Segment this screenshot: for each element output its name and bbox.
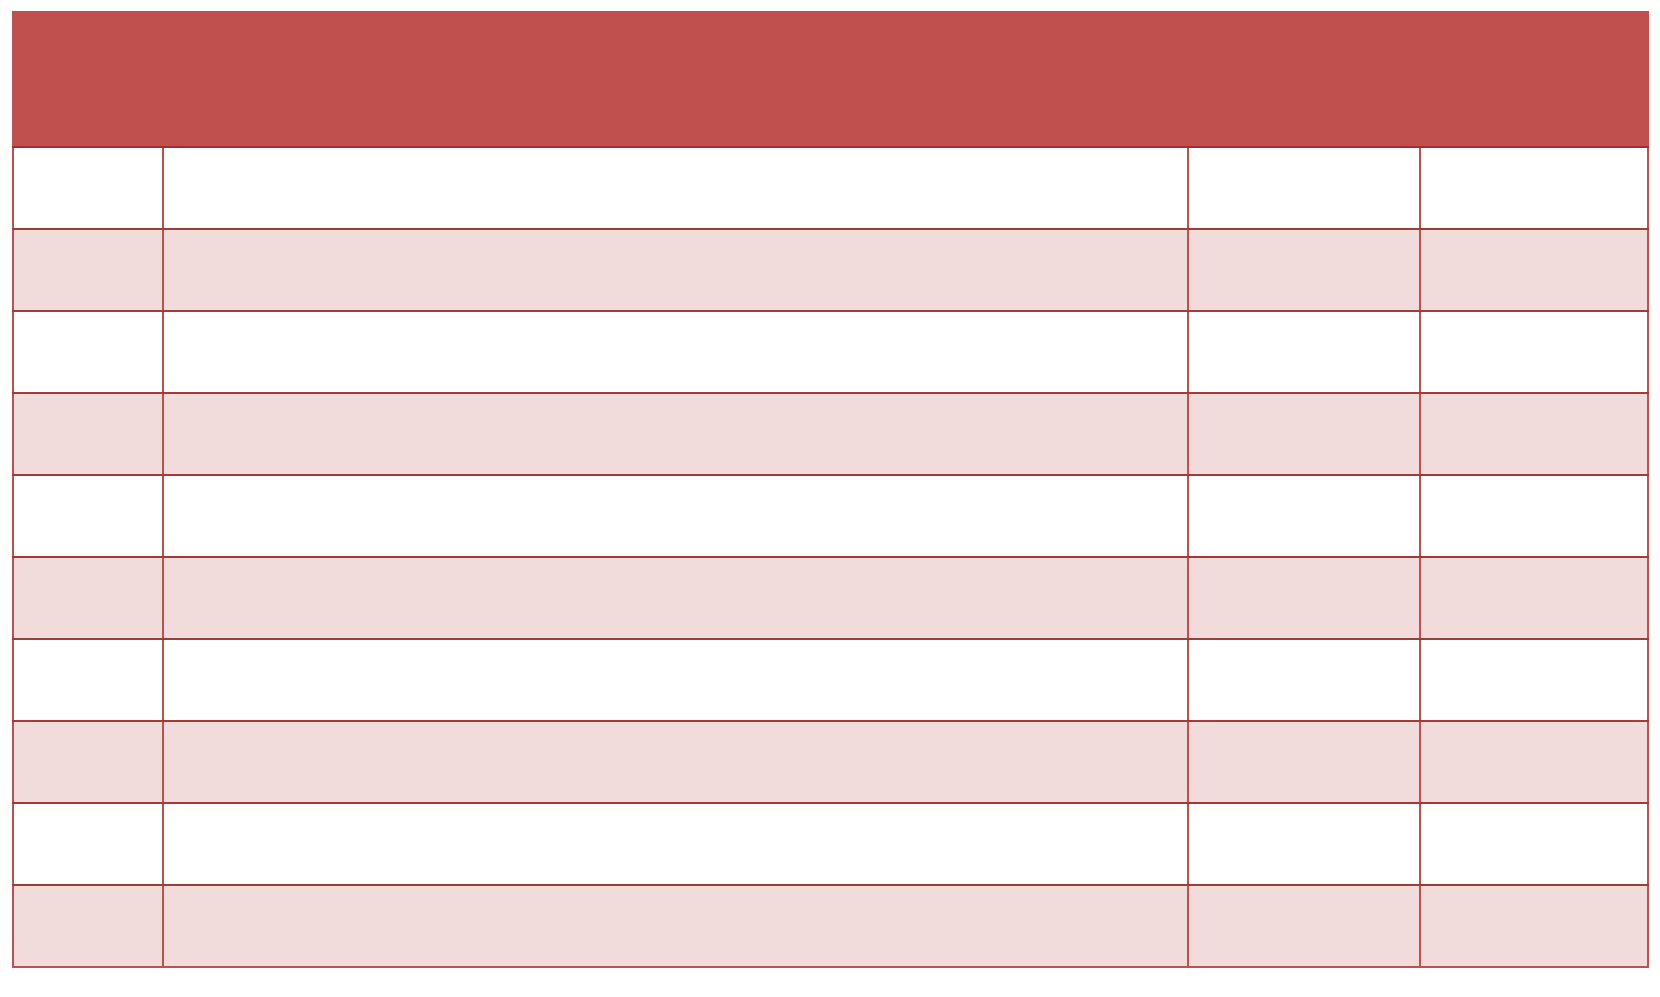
table-row bbox=[12, 229, 1649, 312]
table-cell[interactable] bbox=[162, 393, 1189, 476]
table-header-row bbox=[12, 11, 1649, 148]
table-cell[interactable] bbox=[12, 229, 164, 312]
table-cell[interactable] bbox=[12, 557, 164, 640]
table-cell[interactable] bbox=[162, 229, 1189, 312]
table-cell[interactable] bbox=[1187, 311, 1421, 394]
table-row bbox=[12, 475, 1649, 558]
empty-table bbox=[12, 11, 1649, 968]
table-row bbox=[12, 639, 1649, 722]
table-cell[interactable] bbox=[1419, 147, 1649, 230]
table-cell[interactable] bbox=[162, 885, 1189, 968]
table-cell[interactable] bbox=[1187, 557, 1421, 640]
table-cell[interactable] bbox=[12, 475, 164, 558]
table-cell[interactable] bbox=[1419, 721, 1649, 804]
table-cell[interactable] bbox=[1187, 639, 1421, 722]
table-cell[interactable] bbox=[162, 639, 1189, 722]
table-cell[interactable] bbox=[162, 557, 1189, 640]
table-cell[interactable] bbox=[12, 803, 164, 886]
table-row bbox=[12, 393, 1649, 476]
table-row bbox=[12, 147, 1649, 230]
table-cell[interactable] bbox=[1187, 393, 1421, 476]
table-cell[interactable] bbox=[1419, 803, 1649, 886]
table-cell[interactable] bbox=[162, 721, 1189, 804]
table-cell[interactable] bbox=[1187, 475, 1421, 558]
table-cell[interactable] bbox=[1187, 147, 1421, 230]
table-row bbox=[12, 311, 1649, 394]
table-cell[interactable] bbox=[12, 311, 164, 394]
table-cell[interactable] bbox=[162, 311, 1189, 394]
table-cell[interactable] bbox=[1187, 885, 1421, 968]
table-cell[interactable] bbox=[1187, 803, 1421, 886]
table-cell[interactable] bbox=[12, 721, 164, 804]
table-row bbox=[12, 557, 1649, 640]
table-cell[interactable] bbox=[1187, 721, 1421, 804]
table-row bbox=[12, 803, 1649, 886]
table-cell[interactable] bbox=[162, 147, 1189, 230]
table-cell[interactable] bbox=[162, 475, 1189, 558]
table-cell[interactable] bbox=[12, 639, 164, 722]
table-body bbox=[12, 147, 1649, 968]
table-row bbox=[12, 721, 1649, 804]
table-cell[interactable] bbox=[12, 393, 164, 476]
table-cell[interactable] bbox=[1419, 557, 1649, 640]
table-cell[interactable] bbox=[1187, 229, 1421, 312]
table-cell[interactable] bbox=[1419, 393, 1649, 476]
table-cell[interactable] bbox=[1419, 475, 1649, 558]
table-cell[interactable] bbox=[162, 803, 1189, 886]
table-cell[interactable] bbox=[12, 147, 164, 230]
table-header bbox=[12, 11, 1649, 148]
table-cell[interactable] bbox=[12, 885, 164, 968]
table-cell[interactable] bbox=[1419, 311, 1649, 394]
table-cell[interactable] bbox=[1419, 639, 1649, 722]
table-row bbox=[12, 885, 1649, 968]
table-cell[interactable] bbox=[1419, 229, 1649, 312]
table-cell[interactable] bbox=[1419, 885, 1649, 968]
